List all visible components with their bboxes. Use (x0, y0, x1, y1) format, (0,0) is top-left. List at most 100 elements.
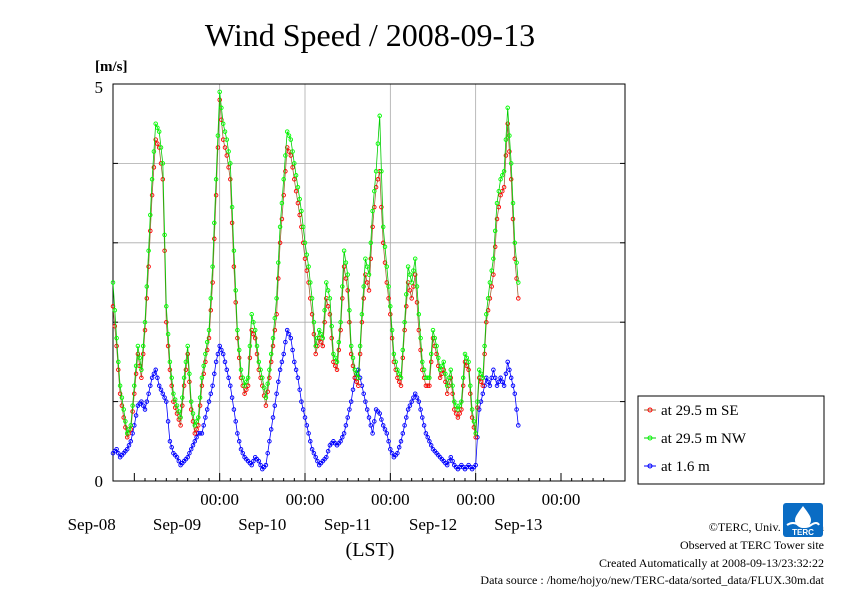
data-point (187, 371, 192, 377)
data-point (507, 133, 512, 138)
data-point (117, 391, 123, 396)
data-point (498, 375, 503, 381)
data-point (507, 149, 512, 154)
data-point (220, 121, 226, 126)
data-point (258, 367, 263, 373)
data-point (235, 335, 240, 341)
data-point (167, 439, 173, 444)
data-point (375, 141, 381, 146)
data-point (373, 169, 379, 174)
data-point (116, 450, 121, 456)
data-point (139, 367, 144, 373)
data-point (247, 343, 253, 349)
data-point (425, 383, 430, 388)
data-point (144, 284, 150, 289)
data-point (501, 184, 507, 190)
data-point (389, 335, 395, 341)
data-point (388, 446, 393, 452)
data-point (126, 443, 132, 448)
data-point (315, 458, 320, 464)
data-point (167, 367, 173, 373)
data-point (251, 458, 256, 464)
data-point (361, 391, 366, 396)
data-point (444, 462, 450, 468)
data-point (270, 343, 276, 349)
data-point (144, 296, 150, 301)
data-point (350, 387, 356, 392)
data-point (311, 319, 317, 325)
data-point (430, 327, 436, 333)
data-point (146, 264, 151, 269)
data-point (357, 343, 363, 349)
data-point (311, 450, 317, 456)
data-point (208, 391, 214, 396)
data-point (245, 375, 251, 381)
data-point (425, 375, 430, 381)
data-point (162, 395, 167, 400)
data-point (165, 343, 171, 349)
data-point (244, 387, 249, 392)
data-point (110, 280, 116, 285)
data-point (492, 244, 498, 250)
data-point (416, 327, 422, 333)
data-point (508, 177, 514, 182)
data-point (347, 319, 352, 325)
data-point (332, 355, 338, 361)
data-point (466, 359, 471, 365)
data-point (190, 411, 196, 416)
data-point (165, 419, 171, 424)
data-point (117, 383, 123, 388)
data-point (164, 304, 169, 309)
data-point (156, 383, 162, 388)
data-point (455, 407, 461, 412)
data-point (498, 192, 503, 198)
data-point (146, 248, 151, 253)
data-point (306, 431, 311, 436)
data-point (514, 276, 519, 281)
data-point (277, 224, 283, 230)
data-point (151, 371, 157, 377)
data-point (405, 264, 411, 269)
series-group (110, 327, 521, 472)
data-point (238, 367, 244, 373)
data-point (304, 423, 310, 428)
data-point (332, 363, 338, 369)
data-point (206, 399, 212, 404)
data-point (487, 383, 493, 388)
data-point (448, 367, 454, 373)
data-point (206, 327, 212, 333)
data-point (409, 399, 414, 404)
data-point (258, 462, 263, 468)
data-point (434, 343, 439, 349)
data-point (228, 177, 233, 182)
data-point (485, 379, 491, 385)
data-point (460, 383, 466, 388)
data-point (398, 439, 404, 444)
data-point (306, 264, 311, 269)
data-point (165, 331, 171, 337)
data-point (482, 343, 487, 349)
data-point (329, 323, 334, 329)
terc-logo-icon: TERC (783, 503, 823, 537)
data-point (494, 200, 500, 206)
data-point (208, 308, 214, 313)
data-point (512, 240, 518, 246)
data-point (505, 121, 510, 126)
data-point (311, 331, 317, 337)
data-point (505, 105, 510, 111)
y-tick-label: 5 (95, 78, 104, 97)
data-point (469, 415, 475, 420)
data-point (313, 454, 318, 460)
data-point (251, 319, 256, 325)
data-point (382, 244, 388, 250)
data-point (192, 431, 198, 436)
data-point (405, 407, 411, 412)
data-point (132, 391, 137, 396)
data-point (233, 419, 238, 424)
data-point (149, 192, 155, 198)
data-point (267, 439, 272, 444)
data-point (128, 423, 134, 428)
data-point (354, 371, 359, 377)
data-point (409, 296, 414, 301)
data-point (389, 450, 395, 456)
